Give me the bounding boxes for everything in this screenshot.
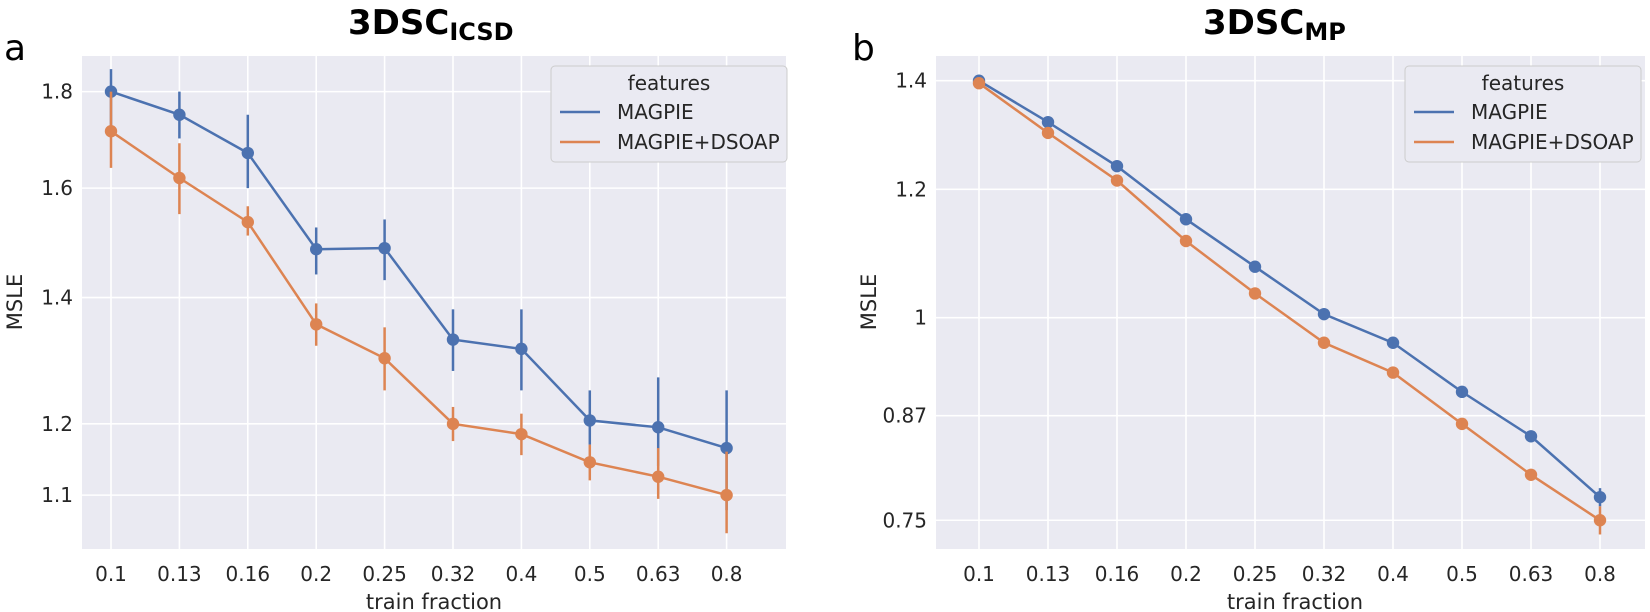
panel-b-point-magpie-dsoap: [1317, 336, 1331, 349]
panel-a-point-magpie: [378, 241, 391, 255]
panel-b-point-magpie: [1593, 490, 1607, 504]
panel-a-point-magpie-dsoap: [104, 125, 118, 138]
panel-a-legend-box: [550, 65, 788, 163]
panel-a-point-magpie: [652, 421, 665, 434]
panel-b-x-tick-label: 0.5: [1446, 562, 1478, 586]
chart-panel-b: b 3DSCMP 0.75 0.87 1 1.2 1.4 0.1 0.13 0.16 0.2 0…: [852, 3, 1645, 612]
panel-b-legend-label-magpie: MAGPIE: [1471, 100, 1548, 124]
panel-a-series-line-magpie: [110, 90, 727, 450]
panel-a-point-magpie-dsoap: [173, 171, 186, 185]
panel-b-title-sub: MP: [1304, 18, 1345, 46]
panel-a-x-axis-label: train fraction: [366, 590, 502, 612]
panel-a-point-magpie-dsoap: [378, 352, 391, 365]
panel-b-x-tick-label: 0.1: [963, 562, 995, 586]
panel-b-legend-label-magpie-dsoap: MAGPIE+DSOAP: [1471, 130, 1634, 154]
panel-a-x-tick-label: 0.5: [574, 562, 606, 586]
panel-a-y-tick-label: 1.2: [41, 412, 73, 436]
panel-a-point-magpie-dsoap: [310, 318, 323, 331]
panel-a-x-tick-label: 0.63: [636, 562, 681, 586]
panel-a-y-axis-label: MSLE: [3, 274, 27, 330]
panel-a-point-magpie: [583, 414, 596, 427]
panel-a-x-tick-label: 0.13: [157, 562, 202, 586]
panel-b-point-magpie-dsoap: [1455, 417, 1469, 431]
panel-b-series-line-magpie-dsoap: [978, 82, 1601, 522]
panel-a-x-tick-label: 0.1: [95, 562, 127, 586]
panel-b-x-tick-label: 0.16: [1095, 562, 1140, 586]
panel-b-y-tick-label: 1.2: [895, 177, 927, 201]
panel-a-point-magpie-dsoap: [515, 427, 528, 441]
panel-b-point-magpie-dsoap: [1041, 126, 1055, 140]
panel-b-point-magpie-dsoap: [1593, 514, 1607, 527]
panel-a-x-tick-label: 0.25: [362, 562, 407, 586]
panel-b-point-magpie-dsoap: [1386, 366, 1400, 379]
panel-a-point-magpie: [173, 108, 186, 121]
panel-b-point-magpie: [1110, 159, 1124, 173]
panel-a-title-main: 3DSC: [348, 3, 449, 43]
panel-a-legend-label-magpie: MAGPIE: [617, 100, 694, 124]
panel-a-series-line-magpie-dsoap: [110, 130, 727, 497]
panel-a-legend-label-magpie-dsoap: MAGPIE+DSOAP: [617, 130, 780, 154]
panel-b-point-magpie: [1248, 260, 1262, 273]
panel-a-point-magpie: [446, 333, 460, 346]
chart-panel-a: a 3DSCICSD 1.1 1.2 1.4 1.6 1.8 0.1 0.13 0.16 0.…: [3, 3, 788, 612]
panel-a-y-tick-label: 1.6: [41, 176, 73, 200]
panel-b-x-tick-label: 0.13: [1026, 562, 1071, 586]
panel-a-point-magpie-dsoap: [720, 488, 733, 502]
panel-a-x-tick-label: 0.2: [300, 562, 332, 586]
panel-a-y-tick-label: 1.8: [41, 80, 73, 104]
panel-b-point-magpie-dsoap: [1110, 174, 1124, 187]
panel-b-point-magpie: [1317, 307, 1331, 321]
panel-a-y-tick-label: 1.4: [41, 286, 73, 310]
panel-b-point-magpie-dsoap: [1248, 287, 1262, 300]
panel-a-legend-title: features: [628, 71, 711, 95]
panel-b-title-main: 3DSC: [1203, 3, 1304, 43]
panel-b-x-tick-label: 0.25: [1233, 562, 1278, 586]
panel-b-point-magpie: [1041, 115, 1055, 129]
panel-b-legend-title: features: [1482, 71, 1565, 95]
panel-b-point-magpie-dsoap: [972, 77, 986, 90]
panel-a-letter: a: [4, 28, 26, 69]
panel-a-point-magpie-dsoap: [241, 215, 254, 229]
panel-b-x-axis-label: train fraction: [1227, 590, 1363, 612]
panel-a-title-sub: ICSD: [449, 18, 513, 46]
panel-b-title: 3DSCMP: [1203, 3, 1346, 46]
panel-a-point-magpie-dsoap: [446, 417, 460, 431]
panel-b-legend-box: [1404, 65, 1642, 163]
panel-b-y-axis-label: MSLE: [857, 274, 881, 330]
panel-b-y-tick-label: 1.4: [895, 69, 927, 93]
panel-b-x-tick-label: 0.4: [1377, 562, 1409, 586]
panel-b-letter: b: [852, 28, 875, 69]
panel-b-point-magpie-dsoap: [1524, 468, 1538, 482]
panel-b-point-magpie: [1524, 430, 1538, 443]
panel-a-x-tick-label: 0.8: [711, 562, 743, 586]
panel-a-point-magpie: [515, 342, 528, 356]
panel-a-point-magpie-dsoap: [652, 470, 665, 483]
panel-a-point-magpie: [720, 441, 733, 455]
panel-a-y-tick-label: 1.1: [41, 483, 73, 507]
panel-b-y-tick-label: 1: [914, 306, 927, 330]
panel-a-legend: features MAGPIE MAGPIE+DSOAP: [550, 65, 788, 163]
panel-b-point-magpie: [1455, 385, 1469, 399]
panel-b-x-tick-label: 0.8: [1584, 562, 1616, 586]
panel-b-x-tick-label: 0.63: [1509, 562, 1554, 586]
panel-b-y-tick-label: 0.87: [882, 404, 927, 428]
panel-a-point-magpie: [241, 146, 254, 160]
panel-b-legend: features MAGPIE MAGPIE+DSOAP: [1404, 65, 1642, 163]
panel-b-y-tick-label: 0.75: [882, 508, 927, 532]
panel-b-point-magpie: [1386, 336, 1400, 349]
panel-a-title: 3DSCICSD: [348, 3, 514, 46]
panel-b-series-line-magpie: [978, 79, 1601, 499]
panel-a-x-tick-label: 0.4: [505, 562, 537, 586]
panel-b-x-tick-label: 0.32: [1302, 562, 1347, 586]
panel-a-point-magpie: [310, 243, 323, 256]
panel-b-point-magpie: [1179, 213, 1193, 226]
panel-a-x-tick-label: 0.32: [431, 562, 476, 586]
panel-b-x-tick-label: 0.2: [1170, 562, 1202, 586]
panel-b-point-magpie-dsoap: [1179, 234, 1193, 248]
panel-a-point-magpie-dsoap: [583, 456, 596, 469]
panel-a-x-tick-label: 0.16: [226, 562, 271, 586]
